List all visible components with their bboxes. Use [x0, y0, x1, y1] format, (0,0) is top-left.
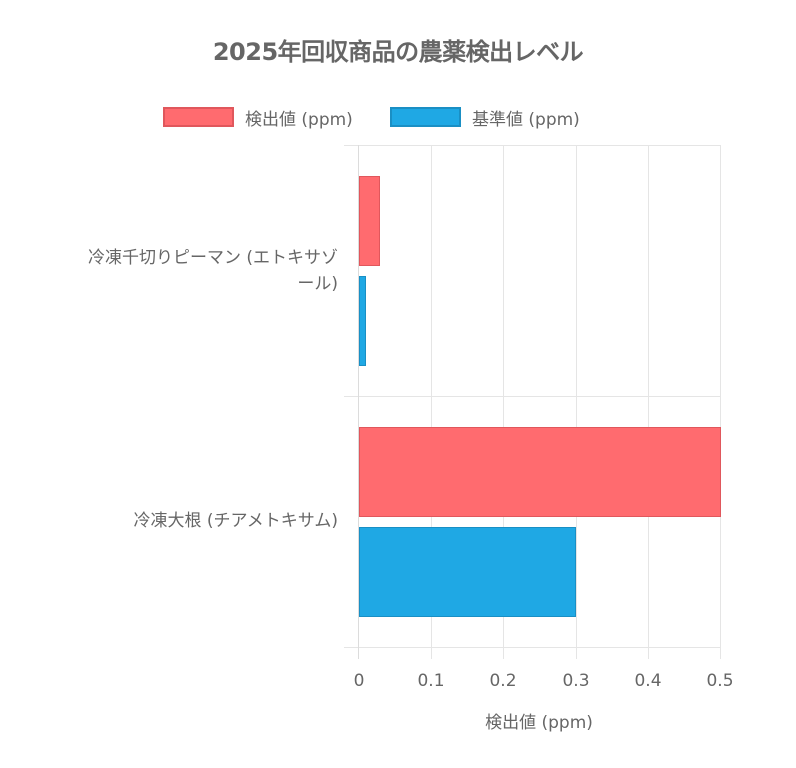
category-label-piman-line2: ール)	[297, 274, 338, 294]
y-axis-line	[358, 145, 359, 659]
legend-label-standard: 基準値 (ppm)	[472, 109, 580, 130]
legend-item-detected[interactable]: 検出値 (ppm)	[163, 104, 353, 130]
category-label-piman-line1: 冷凍千切りピーマン (エトキサゾ	[87, 248, 338, 268]
x-tick-0.3: 0.3	[562, 671, 590, 691]
legend-item-standard[interactable]: 基準値 (ppm)	[390, 104, 580, 130]
gridline-0.2	[503, 145, 504, 659]
x-tick-0.2: 0.2	[489, 671, 517, 691]
legend-label-detected: 検出値 (ppm)	[245, 109, 353, 130]
x-tick-0.5: 0.5	[706, 671, 734, 691]
x-axis-title: 検出値 (ppm)	[485, 713, 593, 733]
gridline-0.5	[720, 145, 721, 659]
bar-detected-daikon[interactable]	[359, 427, 721, 517]
legend-swatch-standard	[390, 107, 461, 127]
gridline-category-divider	[344, 396, 721, 397]
x-axis-line	[344, 647, 721, 648]
x-tick-0.1: 0.1	[417, 671, 445, 691]
category-label-daikon-line1: 冷凍大根 (チアメトキサム)	[133, 511, 338, 531]
legend-swatch-detected	[163, 107, 234, 127]
gridline-0.3	[576, 145, 577, 659]
bar-detected-piman[interactable]	[359, 176, 380, 266]
chart-title: 2025年回収商品の農薬検出レベル	[212, 38, 584, 66]
category-label-daikon: 冷凍大根 (チアメトキサム)	[134, 508, 338, 534]
x-tick-0.4: 0.4	[634, 671, 662, 691]
gridline-top	[344, 145, 721, 146]
category-label-piman: 冷凍千切りピーマン (エトキサゾ ール)	[88, 245, 338, 297]
gridline-0.1	[431, 145, 432, 659]
x-tick-0: 0	[353, 671, 365, 691]
bar-standard-daikon[interactable]	[359, 527, 576, 617]
bar-standard-piman[interactable]	[359, 276, 366, 366]
gridline-0.4	[648, 145, 649, 659]
